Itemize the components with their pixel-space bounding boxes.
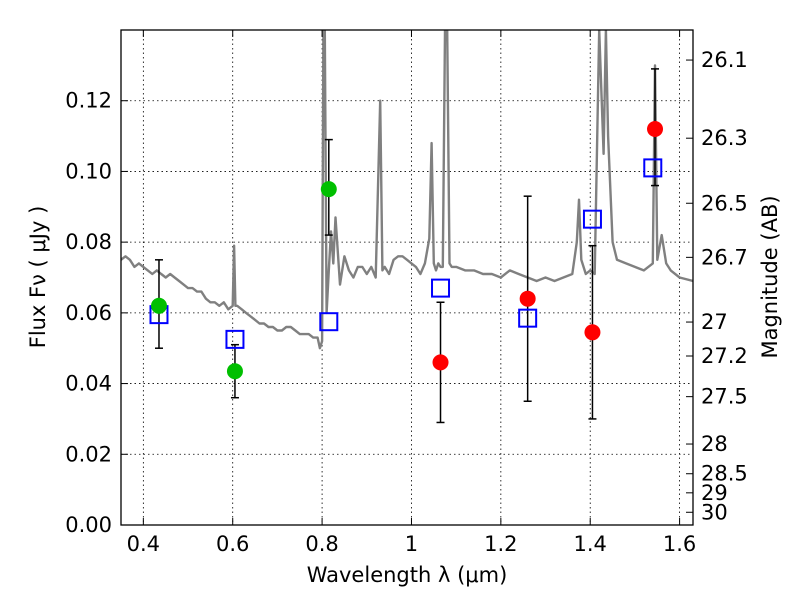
red-data-point: [519, 290, 536, 307]
model-square-marker: [643, 158, 663, 178]
model-square-marker: [431, 278, 451, 298]
x-tick-label: 0.8: [305, 532, 338, 556]
right-tick-label: 27.5: [701, 385, 748, 409]
y-axis-title: Flux Fν ( μJy ): [26, 206, 50, 349]
right-tick-label: 28.5: [701, 462, 748, 486]
green-data-point: [226, 363, 243, 380]
red-data-point: [647, 121, 664, 137]
y-tick-label: 0.02: [65, 442, 112, 466]
right-tick-label: 26.7: [701, 245, 748, 269]
x-tick-label: 1: [405, 532, 418, 556]
x-tick-label: 1.2: [484, 532, 517, 556]
x-tick-label: 1.4: [574, 532, 607, 556]
data-points-layer: [150, 121, 664, 380]
right-tick-label: 26.1: [701, 48, 748, 72]
red-data-point: [432, 354, 449, 371]
tick-marks: [121, 30, 693, 526]
model-square-marker: [319, 312, 339, 332]
right-tick-label: 29: [701, 481, 728, 505]
right-tick-label: 30: [701, 500, 728, 524]
right-tick-label: 27: [701, 310, 728, 334]
model-square-marker: [582, 209, 602, 229]
model-points-layer: [149, 158, 663, 349]
right-tick-label: 27.2: [701, 344, 748, 368]
x-tick-label: 0.4: [127, 532, 160, 556]
spectrum-layer: [121, 30, 693, 350]
x-tick-labels: 0.4 0.6 0.8 1 1.2 1.4 1.6: [127, 532, 697, 556]
model-square-marker: [518, 308, 538, 328]
y-tick-label: 0.04: [65, 372, 112, 396]
right-axis-title: Magnitude (AB): [758, 195, 782, 358]
model-square-marker: [225, 329, 245, 349]
plot-frame: [120, 29, 694, 526]
right-tick-label: 26.3: [701, 126, 748, 150]
green-data-point: [150, 297, 167, 314]
x-tick-label: 1.6: [663, 532, 696, 556]
y-tick-label: 0.08: [65, 230, 112, 254]
right-tick-label: 26.5: [701, 191, 748, 215]
x-tick-label: 0.6: [216, 532, 249, 556]
y-tick-label: 0.00: [65, 513, 112, 537]
red-data-point: [584, 324, 601, 341]
y-tick-label: 0.12: [65, 89, 112, 113]
right-tick-label: 28: [701, 432, 728, 456]
y-tick-label: 0.10: [65, 159, 112, 183]
y-tick-labels: 0.00 0.02 0.04 0.06 0.08 0.10 0.12: [65, 89, 112, 537]
green-data-point: [320, 181, 337, 198]
spectrum-line: [121, 30, 693, 350]
y-tick-label: 0.06: [65, 301, 112, 325]
x-axis-title: Wavelength λ (μm): [307, 563, 508, 587]
